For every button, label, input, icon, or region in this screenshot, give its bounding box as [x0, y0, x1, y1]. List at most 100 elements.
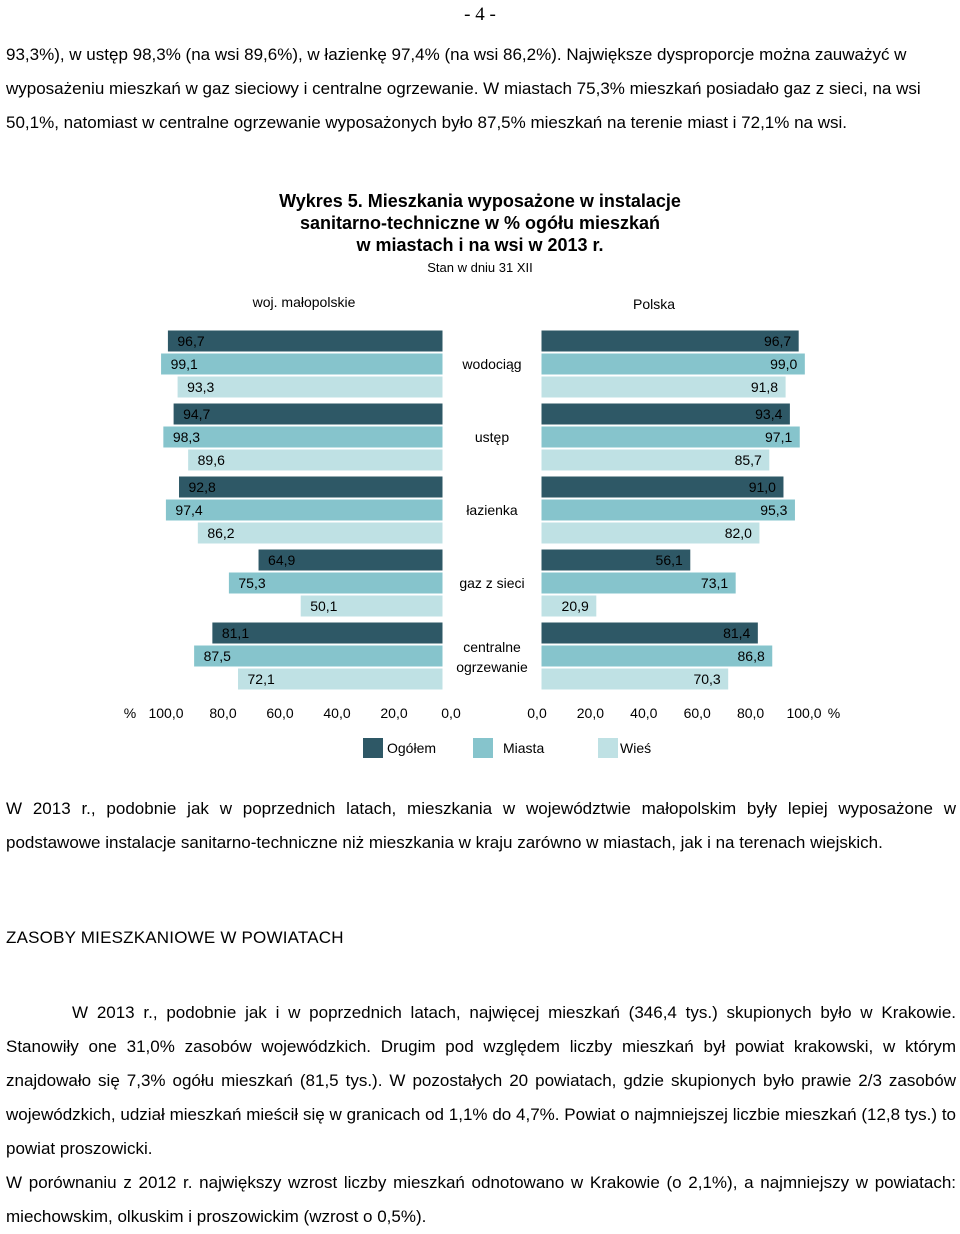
category-label-centralne-ogrzewanie-1: centralne: [463, 639, 521, 655]
bar-left-lazienka-wies: [196, 521, 444, 545]
data-label-left-gaz-z-sieci-miasta: 75,3: [238, 575, 265, 591]
page-number: - 4 -: [464, 4, 496, 25]
data-label-left-ustep-miasta: 98,3: [173, 429, 200, 445]
bar-left-wodociag-ogolem: [166, 329, 444, 353]
tick-left-3: 40,0: [323, 705, 350, 721]
legend-label-miasta: Miasta: [503, 740, 544, 756]
tick-right-4: 80,0: [737, 705, 764, 721]
tick-left-1: 80,0: [209, 705, 236, 721]
chart-figure: Wykres 5. Mieszkania wyposażone w instal…: [0, 180, 960, 780]
tick-left-0: 100,0: [148, 705, 183, 721]
bar-right-centralne-ogrzewanie-ogolem: [540, 621, 759, 645]
paragraph-intro: 93,3%), w ustęp 98,3% (na wsi 89,6%), w …: [6, 45, 921, 132]
legend-swatch-miasta: [473, 738, 493, 758]
bar-left-centralne-ogrzewanie-ogolem: [211, 621, 444, 645]
paragraph-comparison: W porównaniu z 2012 r. największy wzrost…: [6, 1173, 956, 1226]
data-label-right-gaz-z-sieci-ogolem: 56,1: [656, 552, 683, 568]
section-heading: ZASOBY MIESZKANIOWE W POWIATACH: [6, 928, 344, 947]
data-label-left-gaz-z-sieci-wies: 50,1: [310, 598, 337, 614]
chart-title-line-1: Wykres 5. Mieszkania wyposażone w instal…: [279, 191, 681, 211]
data-label-right-centralne-ogrzewanie-wies: 70,3: [693, 671, 720, 687]
data-label-right-gaz-z-sieci-wies: 20,9: [562, 598, 589, 614]
category-label-wodociag: wodociąg: [461, 356, 521, 372]
tick-right-5: 100,0: [786, 705, 821, 721]
tick-left-2: 60,0: [266, 705, 293, 721]
tick-left-4: 20,0: [380, 705, 407, 721]
data-label-left-ustep-wies: 89,6: [198, 452, 225, 468]
tick-right-3: 60,0: [684, 705, 711, 721]
bar-right-gaz-z-sieci-wies: [540, 594, 598, 618]
bar-left-centralne-ogrzewanie-miasta: [193, 644, 444, 668]
chart-title-line-2: sanitarno-techniczne w % ogółu mieszkań: [299, 213, 661, 233]
legend-label-ogolem: Ogółem: [387, 740, 436, 756]
bar-right-centralne-ogrzewanie-miasta: [540, 644, 774, 668]
data-label-right-lazienka-ogolem: 91,0: [749, 479, 776, 495]
bar-right-centralne-ogrzewanie-wies: [540, 667, 730, 691]
bar-left-gaz-z-sieci-wies: [299, 594, 444, 618]
axis-unit-right: %: [828, 705, 840, 721]
bar-right-wodociag-ogolem: [540, 329, 800, 353]
paragraph-summary: W 2013 r., podobnie jak w poprzednich la…: [6, 799, 956, 852]
bar-left-gaz-z-sieci-ogolem: [257, 548, 444, 572]
data-label-left-centralne-ogrzewanie-wies: 72,1: [248, 671, 275, 687]
data-label-left-lazienka-ogolem: 92,8: [189, 479, 216, 495]
chart-title-line-3: w miastach i na wsi w 2013 r.: [356, 235, 604, 255]
data-label-right-gaz-z-sieci-miasta: 73,1: [701, 575, 728, 591]
bar-left-ustep-ogolem: [172, 402, 444, 426]
bar-right-ustep-ogolem: [540, 402, 791, 426]
data-label-left-wodociag-wies: 93,3: [187, 379, 214, 395]
bar-left-lazienka-ogolem: [178, 475, 444, 499]
legend-label-wies: Wieś: [620, 740, 651, 756]
data-label-left-lazienka-wies: 86,2: [207, 525, 234, 541]
tick-right-0: 0,0: [527, 705, 547, 721]
category-label-ustep: ustęp: [475, 429, 509, 445]
data-label-right-wodociag-wies: 91,8: [751, 379, 778, 395]
bar-left-ustep-miasta: [162, 425, 444, 449]
data-label-right-centralne-ogrzewanie-miasta: 86,8: [738, 648, 765, 664]
bar-right-lazienka-ogolem: [540, 475, 785, 499]
bar-left-wodociag-wies: [176, 375, 444, 399]
bar-right-wodociag-miasta: [540, 352, 806, 376]
data-label-left-ustep-ogolem: 94,7: [183, 406, 210, 422]
chart-title: Wykres 5. Mieszkania wyposażone w instal…: [250, 190, 710, 256]
bar-right-gaz-z-sieci-miasta: [540, 571, 737, 595]
axis-unit-left: %: [124, 705, 136, 721]
data-label-right-ustep-wies: 85,7: [735, 452, 762, 468]
data-label-left-centralne-ogrzewanie-miasta: 87,5: [204, 648, 231, 664]
tick-left-5: 0,0: [441, 705, 461, 721]
category-label-centralne-ogrzewanie-2: ogrzewanie: [456, 659, 528, 675]
bar-right-lazienka-miasta: [540, 498, 796, 522]
legend-swatch-ogolem: [363, 738, 383, 758]
panel-left-label: woj. małopolskie: [252, 294, 356, 310]
bar-left-ustep-wies: [187, 448, 444, 472]
category-label-gaz-z-sieci: gaz z sieci: [459, 575, 524, 591]
legend-swatch-wies: [598, 738, 618, 758]
data-label-right-ustep-ogolem: 93,4: [755, 406, 782, 422]
data-label-right-wodociag-ogolem: 96,7: [764, 333, 791, 349]
tick-right-1: 20,0: [577, 705, 604, 721]
data-label-right-lazienka-miasta: 95,3: [760, 502, 787, 518]
bar-right-ustep-wies: [540, 448, 771, 472]
data-label-left-lazienka-miasta: 97,4: [175, 502, 202, 518]
data-label-left-wodociag-miasta: 99,1: [171, 356, 198, 372]
tick-right-2: 40,0: [630, 705, 657, 721]
bar-left-wodociag-miasta: [160, 352, 444, 376]
data-label-right-lazienka-wies: 82,0: [725, 525, 752, 541]
bar-left-lazienka-miasta: [164, 498, 444, 522]
data-label-right-ustep-miasta: 97,1: [765, 429, 792, 445]
bar-right-lazienka-wies: [540, 521, 761, 545]
panel-right-label: Polska: [633, 296, 675, 312]
data-label-left-wodociag-ogolem: 96,7: [177, 333, 204, 349]
data-label-left-gaz-z-sieci-ogolem: 64,9: [268, 552, 295, 568]
bar-left-centralne-ogrzewanie-wies: [237, 667, 444, 691]
paragraph-districts: W 2013 r., podobnie jak i w poprzednich …: [6, 1003, 956, 1158]
category-label-lazienka: łazienka: [466, 502, 518, 518]
bar-left-gaz-z-sieci-miasta: [227, 571, 444, 595]
bar-right-ustep-miasta: [540, 425, 801, 449]
data-label-left-centralne-ogrzewanie-ogolem: 81,1: [222, 625, 249, 641]
data-label-right-centralne-ogrzewanie-ogolem: 81,4: [723, 625, 750, 641]
bar-right-wodociag-wies: [540, 375, 787, 399]
data-label-right-wodociag-miasta: 99,0: [770, 356, 797, 372]
chart-subtitle: Stan w dniu 31 XII: [427, 260, 533, 275]
bar-right-gaz-z-sieci-ogolem: [540, 548, 692, 572]
